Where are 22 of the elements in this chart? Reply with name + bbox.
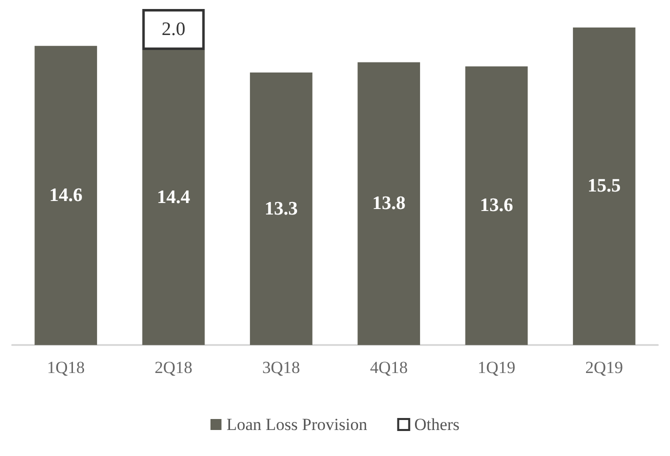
bar: [142, 9, 205, 50]
x-tick-label: 2Q19: [585, 358, 624, 377]
data-label: 13.3: [264, 198, 298, 220]
bar: [34, 46, 98, 345]
x-tick-label: 4Q18: [370, 358, 408, 377]
x-tick-label: 1Q19: [478, 358, 516, 377]
data-label: 13.8: [372, 193, 406, 214]
data-label: 14.4: [156, 186, 191, 208]
bar: [250, 72, 312, 345]
bar: [572, 27, 636, 345]
data-label: 2.0: [162, 18, 186, 40]
bar: [465, 66, 528, 345]
bar: [358, 62, 420, 345]
data-label: 15.5: [588, 176, 621, 197]
bar: [142, 50, 205, 345]
x-tick-label: 1Q18: [46, 358, 85, 377]
data-label: 13.6: [480, 195, 514, 216]
x-tick-label: 2Q18: [154, 358, 192, 377]
legend-label: Loan Loss Provision: [226, 415, 368, 434]
data-label: 14.6: [49, 184, 82, 206]
legend-label: Others: [414, 415, 460, 434]
x-tick-label: 3Q18: [262, 358, 300, 377]
